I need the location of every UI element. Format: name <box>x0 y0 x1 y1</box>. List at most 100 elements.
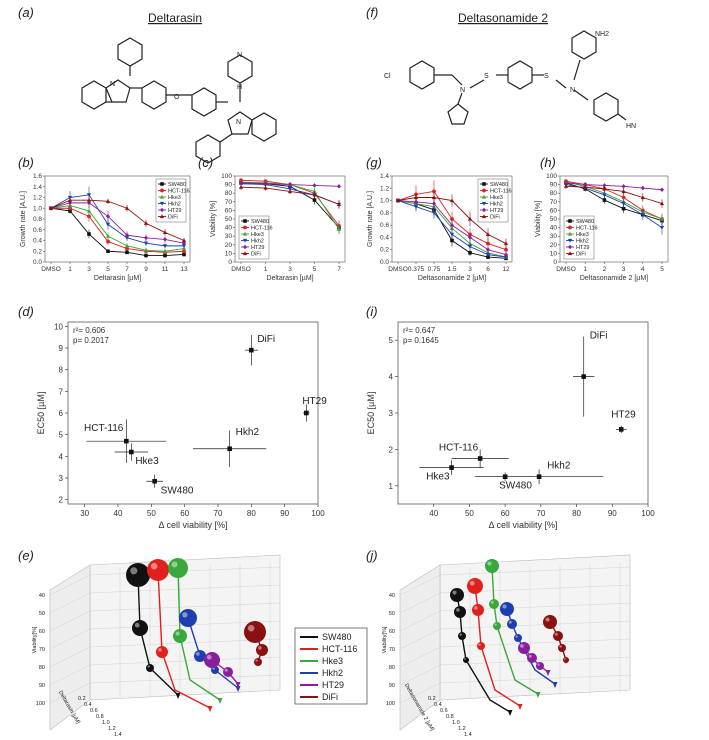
b-ytick-label: 0.6 <box>33 227 42 234</box>
g-legend-label: HCT-116 <box>490 189 512 195</box>
g-point-hct-116 <box>486 241 490 246</box>
d-ytick-label: 6 <box>59 409 64 418</box>
h-xtick-label: 2 <box>603 266 607 273</box>
c-xtick-label: DMSO <box>231 266 251 273</box>
chem-o-a: O <box>174 94 180 101</box>
b-xlabel: Deltarasin [µM] <box>94 275 141 282</box>
b-legend-marker <box>160 182 164 186</box>
g-ytick-label: 1.0 <box>380 198 389 205</box>
b-xtick-label: 7 <box>125 266 129 273</box>
e-sphere-hke3 <box>168 558 188 578</box>
e-sphere-difi <box>256 644 268 656</box>
b-point-hke3 <box>162 249 168 253</box>
j-sphere-hke3 <box>485 559 499 573</box>
d-xtick-label: 50 <box>147 509 156 518</box>
b-legend-marker <box>159 201 165 206</box>
h-point-hkh2 <box>621 201 626 206</box>
chem-n-f2: N <box>570 87 575 94</box>
g-point-difi <box>413 195 419 200</box>
b-ytick-label: 0.0 <box>33 259 42 266</box>
g-point-difi <box>431 195 437 200</box>
j-sphere-highlight <box>478 643 481 646</box>
h-series-line-difi <box>565 185 663 204</box>
c-ytick-label: 40 <box>225 225 233 232</box>
c-legend-label: Hkh2 <box>251 239 264 245</box>
j-sphere-hkh2 <box>500 602 514 616</box>
h-ytick-label: 20 <box>550 242 558 249</box>
g-legend-marker <box>481 194 487 199</box>
c-point-ht29 <box>263 181 268 187</box>
e-sphere-highlight <box>255 659 258 662</box>
d-xtick-label: 40 <box>114 509 123 518</box>
h-point-hkh2 <box>659 226 665 230</box>
i-point-label: DiFi <box>590 331 608 342</box>
c-ytick-label: 20 <box>225 242 233 249</box>
i-point-hkh2 <box>536 474 542 479</box>
j-grid-line <box>399 646 441 668</box>
h-point-difi <box>640 195 645 200</box>
b-point-difi <box>86 197 92 202</box>
h-xtick-label: 1 <box>583 266 587 273</box>
i-ylabel: EC50 [µM] <box>366 392 376 435</box>
c-ytick-label: 30 <box>225 233 233 240</box>
g-point-hkh2 <box>413 205 419 209</box>
g-point-hct-116 <box>432 189 436 194</box>
d-stat-annotation: p= 0.2017 <box>73 336 109 345</box>
e-sphere-highlight <box>247 624 255 632</box>
e-depth-tick-label: 1.4 <box>114 732 122 738</box>
j-sphere-highlight <box>494 623 497 626</box>
e-grid-line <box>89 584 281 594</box>
e-sphere-sw480 <box>146 664 154 672</box>
j-z-tick-label: 60 <box>389 629 395 635</box>
i-ytick-label: 4 <box>389 373 394 382</box>
c-ytick-label: 70 <box>225 199 233 206</box>
b-point-hke3 <box>105 234 111 238</box>
b-legend-box <box>155 178 187 223</box>
g-legend-marker <box>482 182 486 186</box>
b-ytick-label: 1.4 <box>33 184 42 191</box>
chart-ec50-deltasonamide: 1 2 3 4 5 40 50 60 70 80 90 100 Δ cell viability [%]… <box>366 321 655 530</box>
g-xtick-label: 0.375 <box>408 266 425 273</box>
b-legend-label: Hkh2 <box>168 202 181 208</box>
e-sphere-highlight <box>158 648 162 652</box>
h-legend-label: HCT-116 <box>576 226 598 232</box>
e-grid-line <box>49 574 91 596</box>
g-point-ht29 <box>504 252 508 257</box>
e-sphere-highlight <box>171 561 178 568</box>
j-sphere-highlight <box>487 561 492 566</box>
g-point-hct-116 <box>504 247 508 252</box>
j-grid-line <box>399 574 441 596</box>
g-point-difi <box>449 198 455 203</box>
c-xlabel: Deltarasin [µM] <box>266 275 313 282</box>
e-sphere-ht29 <box>204 652 220 668</box>
e-legend-label: HT29 <box>322 680 344 690</box>
b-point-hke3 <box>86 208 92 213</box>
h-ytick-label: 70 <box>550 199 558 206</box>
e-sphere-highlight <box>224 668 228 672</box>
c-point-sw480 <box>312 198 317 202</box>
g-ylabel: Growth rate [A.U.] <box>367 191 374 247</box>
j-sphere-highlight <box>537 663 540 666</box>
e-z-tick-label: 60 <box>39 629 45 635</box>
j-sphere-highlight <box>474 606 478 610</box>
chem-n-a3: N <box>236 119 241 126</box>
c-legend-marker <box>242 251 248 256</box>
j-sphere-hke3 <box>493 622 501 630</box>
j-sphere-sw480 <box>450 588 464 602</box>
b-series-line-sw480 <box>50 207 185 257</box>
i-xtick-label: 40 <box>429 509 438 518</box>
h-legend-label: SW480 <box>576 219 594 225</box>
e-grid-line <box>49 610 91 632</box>
panel-label-e: (e) <box>18 548 34 563</box>
b-series-line-hkh2 <box>50 194 184 247</box>
b-xtick-label: 13 <box>180 266 188 273</box>
i-xtick-label: 50 <box>465 509 474 518</box>
i-xtick-label: 60 <box>501 509 510 518</box>
j-depth-tick-label: 0.4 <box>434 702 442 708</box>
c-ytick-label: 60 <box>225 207 233 214</box>
d-ylabel: EC50 [µM] <box>36 392 46 435</box>
h-ytick-label: 60 <box>550 207 558 214</box>
h-point-ht29 <box>602 183 607 188</box>
e-sphere-hke3 <box>173 629 187 643</box>
